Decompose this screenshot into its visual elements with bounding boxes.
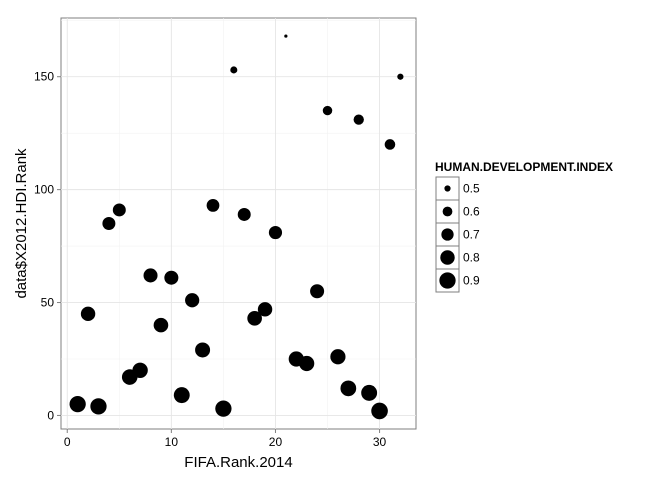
data-point: [132, 362, 148, 378]
minor-gridlines: [61, 18, 416, 429]
legend-key-label: 0.5: [463, 182, 480, 196]
data-point: [310, 284, 325, 299]
y-tick-label: 50: [41, 296, 55, 310]
legend-key-symbol: [440, 250, 455, 265]
data-point: [173, 387, 190, 404]
data-point: [268, 225, 283, 240]
legend-key-label: 0.9: [463, 274, 480, 288]
data-point: [206, 199, 220, 212]
data-point: [247, 311, 262, 326]
plot-panel: [60, 17, 417, 430]
data-point: [237, 207, 251, 221]
legend-key-symbol: [441, 228, 454, 241]
data-point: [80, 306, 96, 322]
x-tick-label: 30: [373, 435, 387, 449]
data-point: [257, 302, 273, 317]
x-tick-label: 0: [64, 435, 71, 449]
data-point: [90, 398, 107, 415]
legend-key-label: 0.6: [463, 205, 480, 219]
major-gridlines: [61, 18, 416, 429]
x-axis-ticks: 0 10 20 30: [64, 429, 387, 449]
data-point: [371, 402, 388, 420]
size-legend: HUMAN.DEVELOPMENT.INDEX 0.5 0.6 0.7 0.8 0.9: [435, 160, 613, 293]
data-points: [69, 34, 404, 420]
data-point: [185, 293, 200, 308]
legend-title: HUMAN.DEVELOPMENT.INDEX: [435, 160, 613, 174]
data-point: [164, 270, 179, 285]
legend-key-symbol: [442, 206, 453, 217]
y-tick-label: 150: [34, 70, 54, 84]
data-point: [215, 400, 232, 417]
data-point: [384, 139, 396, 150]
y-axis-title: data$X2012.HDI.Rank: [13, 148, 30, 299]
data-point: [69, 396, 86, 413]
data-point: [340, 380, 357, 397]
data-point: [353, 114, 364, 125]
legend-key-symbol: [439, 272, 456, 289]
data-point: [143, 268, 158, 283]
legend-keys: 0.5 0.6 0.7 0.8 0.9: [435, 176, 480, 293]
x-tick-label: 20: [269, 435, 283, 449]
data-point: [230, 66, 238, 74]
data-point: [397, 73, 404, 80]
legend-key-symbol: [444, 185, 451, 192]
data-point: [361, 384, 378, 401]
x-axis-title: FIFA.Rank.2014: [184, 454, 292, 471]
y-tick-label: 100: [34, 183, 54, 197]
data-point: [330, 349, 346, 365]
data-point: [195, 342, 211, 358]
data-point: [153, 317, 169, 333]
x-tick-label: 10: [165, 435, 179, 449]
y-tick-label: 0: [47, 408, 54, 422]
y-axis-ticks: 0 50 100 150: [34, 70, 61, 422]
data-point: [112, 203, 126, 217]
data-point: [284, 34, 288, 38]
data-point: [102, 217, 116, 230]
legend-key-label: 0.7: [463, 228, 480, 242]
data-point: [322, 105, 333, 116]
data-point: [299, 355, 315, 372]
legend-key-label: 0.8: [463, 251, 480, 265]
